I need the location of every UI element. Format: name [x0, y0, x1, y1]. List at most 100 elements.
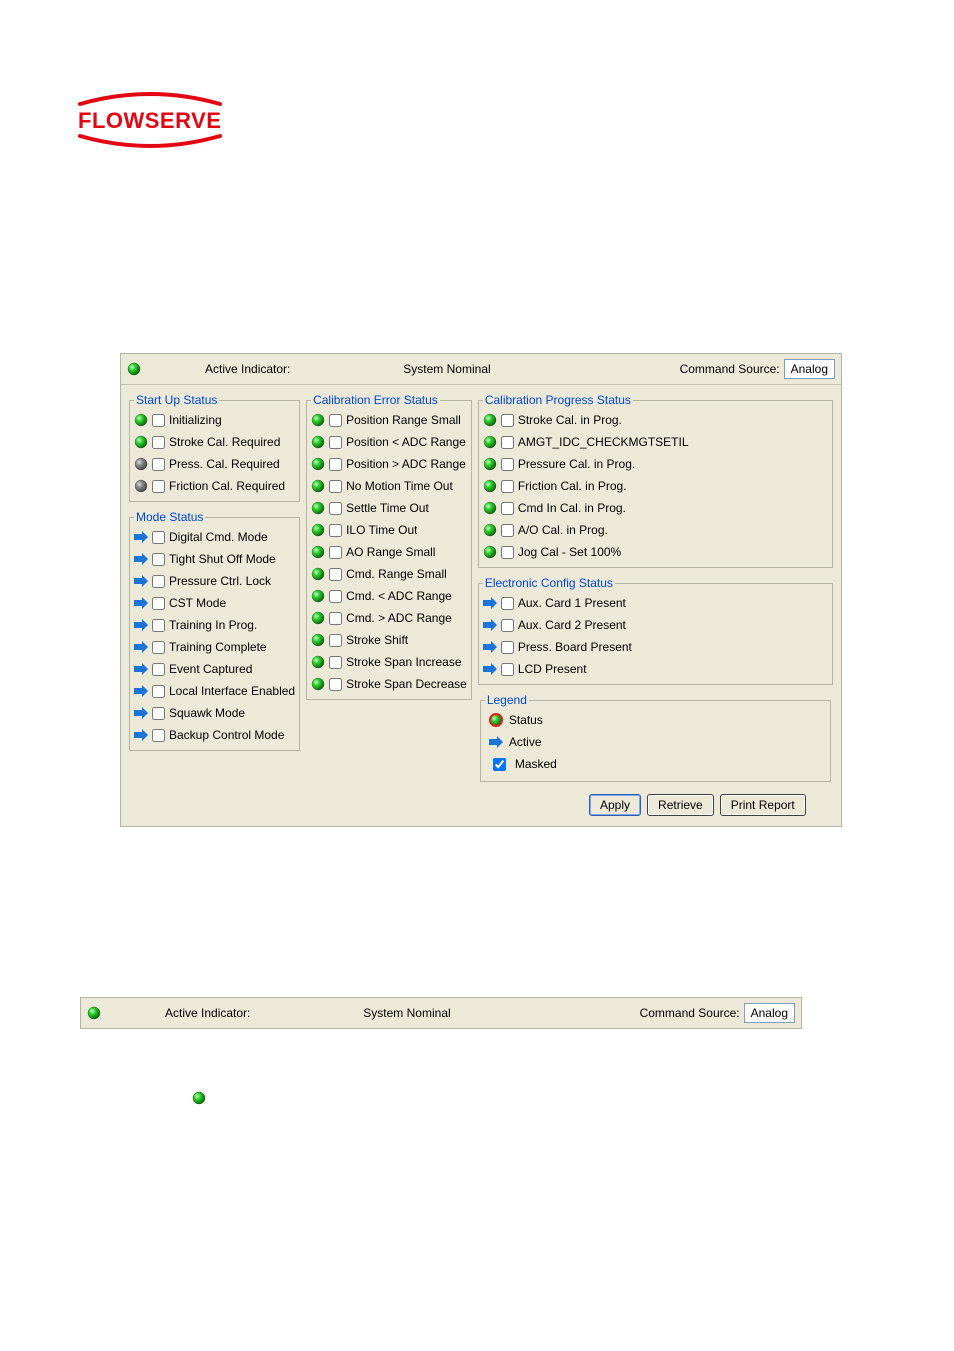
status-label: Stroke Span Decrease — [346, 677, 467, 691]
mask-checkbox[interactable] — [501, 597, 514, 610]
status-row: Friction Cal. Required — [134, 475, 295, 497]
cal-progress-group: Calibration Progress Status Stroke Cal. … — [478, 393, 833, 568]
arrow-icon — [134, 684, 148, 698]
cal-error-title: Calibration Error Status — [311, 393, 440, 407]
arrow-icon — [134, 552, 148, 566]
mask-checkbox[interactable] — [501, 641, 514, 654]
mask-checkbox[interactable] — [152, 663, 165, 676]
status-row: Tight Shut Off Mode — [134, 548, 295, 570]
status-label: Training Complete — [169, 640, 267, 654]
mask-checkbox[interactable] — [501, 619, 514, 632]
status-row: Friction Cal. in Prog. — [483, 475, 828, 497]
mask-checkbox[interactable] — [329, 612, 342, 625]
mask-checkbox[interactable] — [501, 480, 514, 493]
led-icon — [311, 545, 325, 559]
legend-masked-checkbox[interactable] — [493, 758, 506, 771]
status-row: Stroke Shift — [311, 629, 467, 651]
active-indicator-label: Active Indicator: — [205, 362, 290, 376]
status-row: Cmd. > ADC Range — [311, 607, 467, 629]
status-row: Cmd. < ADC Range — [311, 585, 467, 607]
status-label: Cmd. Range Small — [346, 567, 447, 581]
mask-checkbox[interactable] — [152, 575, 165, 588]
mask-checkbox[interactable] — [329, 480, 342, 493]
mask-checkbox[interactable] — [152, 685, 165, 698]
legend-group: Legend Status Active — [480, 693, 831, 782]
mask-checkbox[interactable] — [152, 707, 165, 720]
mask-checkbox[interactable] — [329, 524, 342, 537]
status-row: Pressure Cal. in Prog. — [483, 453, 828, 475]
led-icon — [483, 501, 497, 515]
led-icon — [134, 479, 148, 493]
active-indicator-value: System Nominal — [363, 1006, 450, 1020]
status-label: ILO Time Out — [346, 523, 417, 537]
mask-checkbox[interactable] — [501, 436, 514, 449]
mask-checkbox[interactable] — [152, 619, 165, 632]
status-label: AMGT_IDC_CHECKMGTSETIL — [518, 435, 689, 449]
status-label: Training In Prog. — [169, 618, 257, 632]
active-led-icon — [87, 1006, 101, 1020]
mask-checkbox[interactable] — [329, 546, 342, 559]
mask-checkbox[interactable] — [501, 458, 514, 471]
mask-checkbox[interactable] — [329, 458, 342, 471]
mask-checkbox[interactable] — [329, 656, 342, 669]
status-row: LCD Present — [483, 658, 828, 680]
mask-checkbox[interactable] — [501, 663, 514, 676]
status-row: A/O Cal. in Prog. — [483, 519, 828, 541]
mask-checkbox[interactable] — [329, 678, 342, 691]
status-label: Squawk Mode — [169, 706, 245, 720]
status-row: Pressure Ctrl. Lock — [134, 570, 295, 592]
mask-checkbox[interactable] — [152, 729, 165, 742]
mask-checkbox[interactable] — [152, 531, 165, 544]
status-row: Aux. Card 1 Present — [483, 592, 828, 614]
mask-checkbox[interactable] — [152, 553, 165, 566]
inline-led-sample — [190, 1089, 954, 1103]
mask-checkbox[interactable] — [329, 590, 342, 603]
mask-checkbox[interactable] — [501, 502, 514, 515]
command-source-value: Analog — [744, 1003, 795, 1023]
status-row: Backup Control Mode — [134, 724, 295, 746]
legend-title: Legend — [485, 693, 529, 707]
print-report-button[interactable]: Print Report — [720, 794, 806, 816]
status-panel-header-clip: Active Indicator: System Nominal Command… — [80, 997, 802, 1029]
retrieve-button[interactable]: Retrieve — [647, 794, 714, 816]
status-row: Initializing — [134, 409, 295, 431]
status-label: Position > ADC Range — [346, 457, 466, 471]
mask-checkbox[interactable] — [501, 414, 514, 427]
status-row: AMGT_IDC_CHECKMGTSETIL — [483, 431, 828, 453]
mask-checkbox[interactable] — [329, 436, 342, 449]
status-label: Friction Cal. Required — [169, 479, 285, 493]
status-label: Local Interface Enabled — [169, 684, 295, 698]
mode-status-group: Mode Status Digital Cmd. ModeTight Shut … — [129, 510, 300, 751]
status-row: ILO Time Out — [311, 519, 467, 541]
command-source-label: Command Source: — [640, 1006, 740, 1020]
status-row: No Motion Time Out — [311, 475, 467, 497]
status-row: Aux. Card 2 Present — [483, 614, 828, 636]
mask-checkbox[interactable] — [152, 480, 165, 493]
status-row: Training Complete — [134, 636, 295, 658]
mask-checkbox[interactable] — [152, 458, 165, 471]
arrow-icon — [134, 706, 148, 720]
mask-checkbox[interactable] — [329, 502, 342, 515]
brand-logo: FLOWSERVE — [70, 90, 230, 150]
mask-checkbox[interactable] — [501, 546, 514, 559]
status-label: LCD Present — [518, 662, 587, 676]
mask-checkbox[interactable] — [501, 524, 514, 537]
mask-checkbox[interactable] — [152, 436, 165, 449]
mask-checkbox[interactable] — [152, 414, 165, 427]
mask-checkbox[interactable] — [152, 597, 165, 610]
mask-checkbox[interactable] — [329, 414, 342, 427]
status-label: Pressure Cal. in Prog. — [518, 457, 635, 471]
status-row: Settle Time Out — [311, 497, 467, 519]
startup-status-title: Start Up Status — [134, 393, 219, 407]
legend-status-icon — [489, 713, 503, 727]
mask-checkbox[interactable] — [152, 641, 165, 654]
status-label: Position < ADC Range — [346, 435, 466, 449]
apply-button[interactable]: Apply — [589, 794, 641, 816]
status-row: AO Range Small — [311, 541, 467, 563]
arrow-icon — [134, 618, 148, 632]
status-row: Position Range Small — [311, 409, 467, 431]
status-label: Cmd. < ADC Range — [346, 589, 452, 603]
mask-checkbox[interactable] — [329, 568, 342, 581]
mask-checkbox[interactable] — [329, 634, 342, 647]
status-label: Jog Cal - Set 100% — [518, 545, 621, 559]
